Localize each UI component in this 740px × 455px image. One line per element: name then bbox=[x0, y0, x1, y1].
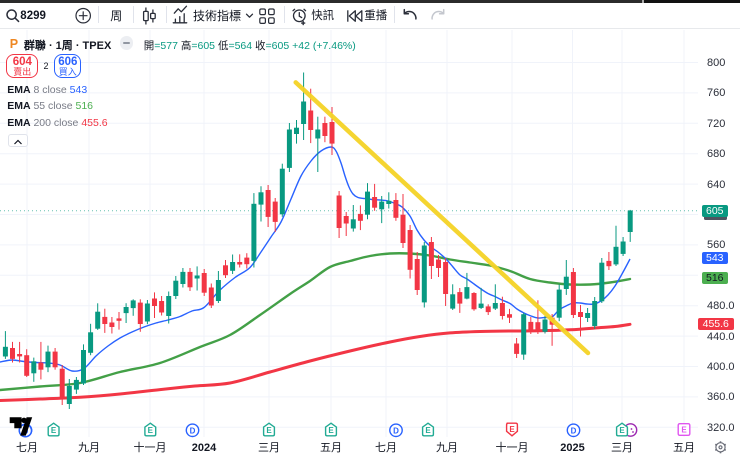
svg-text:D: D bbox=[393, 427, 399, 436]
svg-text:E: E bbox=[509, 425, 515, 434]
svg-text:E: E bbox=[266, 426, 272, 435]
svg-text:E: E bbox=[681, 426, 687, 435]
svg-text:E: E bbox=[619, 426, 625, 435]
svg-text:E: E bbox=[425, 426, 431, 435]
svg-text:E: E bbox=[148, 426, 154, 435]
svg-text:E: E bbox=[51, 426, 57, 435]
svg-text:D: D bbox=[190, 427, 196, 436]
svg-text:D: D bbox=[571, 427, 577, 436]
svg-text:E: E bbox=[328, 426, 334, 435]
